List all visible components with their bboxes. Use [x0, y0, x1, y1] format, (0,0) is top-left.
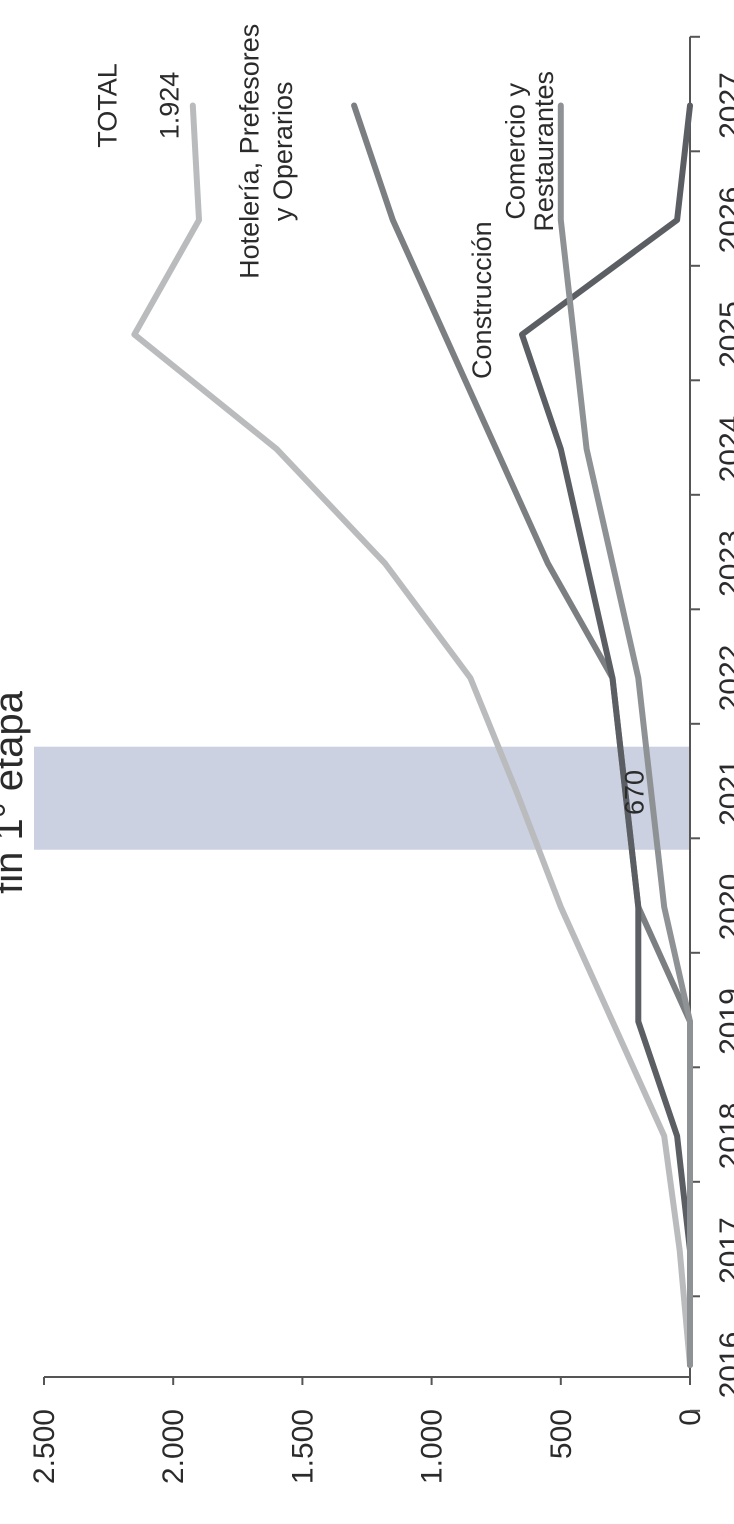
series-line-comercio-y-restaurantes	[557, 102, 693, 1368]
comercio-series-label-line1: Comercio y	[501, 83, 531, 220]
etapa-highlight-band	[34, 746, 690, 850]
hoteleria-series-label-line1: Hotelería, Prefesores	[234, 24, 264, 279]
total-series-label: TOTAL	[92, 63, 122, 148]
y-tick-label: 1.500	[286, 1409, 319, 1484]
y-tick-label: 2.000	[157, 1409, 190, 1484]
y-ticks: 0 500 1.000 1.500 2.000 2.500	[28, 1377, 707, 1484]
x-tick-label: 2018	[714, 1103, 734, 1170]
total-2021-label: 670	[619, 770, 649, 815]
x-tick-label: 2024	[714, 416, 734, 483]
construccion-series-label: Construcción	[467, 221, 497, 379]
x-tick-label: 2027	[714, 72, 734, 139]
series-line-total	[131, 102, 693, 1368]
series-line-construcci-n	[519, 102, 693, 1368]
hoteleria-series-label-line2: y Operarios	[268, 82, 298, 222]
x-ticks: 2016 2017 2018 2019 2020 2021 2022 2023 2024 2025…	[690, 35, 734, 1412]
x-tick-label: 2021	[714, 759, 734, 826]
series-lines	[131, 102, 693, 1368]
comercio-series-label-line2: Restaurantes	[529, 71, 559, 232]
x-tick-label: 2022	[714, 645, 734, 712]
y-tick-label: 2.500	[28, 1409, 61, 1484]
x-tick-label: 2020	[714, 874, 734, 941]
total-end-label: 1.924	[154, 72, 184, 140]
x-tick-label: 2025	[714, 301, 734, 368]
x-tick-label: 2019	[714, 988, 734, 1055]
x-tick-label: 2016	[714, 1332, 734, 1399]
y-tick-label: 1.000	[416, 1409, 449, 1484]
series-line-hoteler-a-prefesores-y-operarios	[351, 102, 693, 1368]
x-tick-label: 2023	[714, 530, 734, 597]
x-tick-label: 2026	[714, 187, 734, 254]
y-tick-label: 500	[545, 1409, 578, 1459]
x-tick-label: 2017	[714, 1217, 734, 1284]
y-tick-label: 0	[674, 1409, 707, 1426]
chart-title: fin 1° etapa	[0, 690, 31, 894]
